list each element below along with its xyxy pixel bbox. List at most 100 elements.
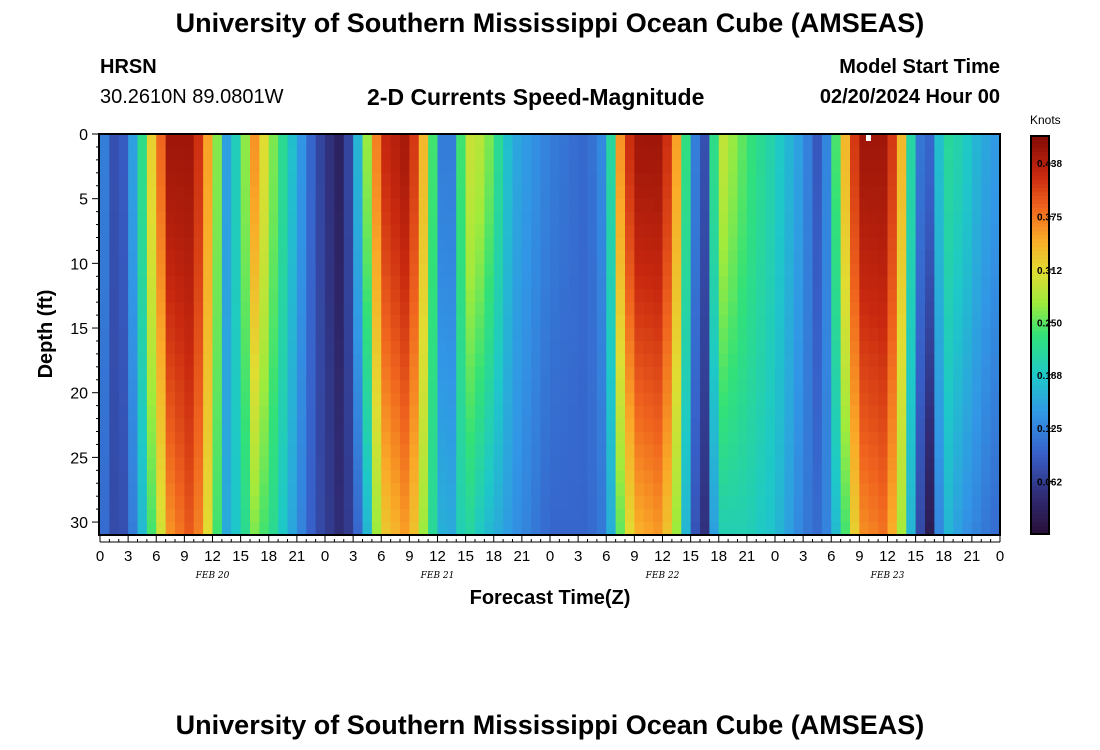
- colorbar-segment: [1031, 171, 1049, 177]
- heatmap-cell: [915, 340, 926, 355]
- heatmap-cell: [756, 353, 767, 368]
- heatmap-cell: [137, 353, 148, 368]
- heatmap-cell: [146, 496, 157, 510]
- heatmap-cell: [962, 431, 973, 446]
- heatmap-cell: [400, 263, 410, 277]
- heatmap-cell: [981, 366, 992, 381]
- heatmap-cell: [137, 483, 148, 497]
- heatmap-cell: [231, 146, 242, 161]
- heatmap-cell: [859, 159, 870, 174]
- heatmap-cell: [456, 522, 467, 536]
- heatmap-cell: [934, 263, 945, 277]
- heatmap-cell: [503, 185, 514, 200]
- heatmap-cell: [662, 198, 673, 213]
- heatmap-cell: [821, 289, 832, 303]
- heatmap-cell: [503, 379, 514, 394]
- heatmap-cell: [709, 328, 720, 342]
- heatmap-cell: [109, 328, 120, 342]
- heatmap-cell: [784, 134, 795, 148]
- heatmap-cell: [418, 263, 429, 277]
- heatmap-cell: [662, 328, 673, 342]
- heatmap-cell: [831, 353, 842, 368]
- heatmap-cell: [428, 289, 439, 303]
- heatmap-cell: [493, 211, 504, 226]
- heatmap-cell: [353, 237, 364, 252]
- heatmap-cell: [887, 237, 898, 252]
- heatmap-cell: [259, 444, 270, 458]
- heatmap-cell: [353, 379, 364, 394]
- heatmap-cell: [803, 379, 814, 394]
- heatmap-cell: [718, 276, 729, 290]
- heatmap-cell: [868, 172, 879, 187]
- heatmap-cell: [456, 340, 467, 355]
- heatmap-cell: [718, 366, 729, 381]
- heatmap-cell: [671, 134, 682, 148]
- heatmap-cell: [371, 263, 382, 277]
- heatmap-cell: [662, 379, 673, 394]
- heatmap-cell: [803, 496, 814, 510]
- heatmap-cell: [765, 366, 776, 381]
- heatmap-cell: [925, 522, 935, 536]
- heatmap-cell: [437, 431, 448, 446]
- heatmap-cell: [231, 405, 242, 420]
- heatmap-cell: [278, 172, 289, 187]
- heatmap-cell: [128, 353, 139, 368]
- heatmap-cell: [259, 366, 270, 381]
- heatmap-cell: [728, 457, 739, 471]
- heatmap-cell: [325, 302, 335, 316]
- heatmap-cell: [906, 172, 917, 187]
- heatmap-cell: [409, 146, 420, 161]
- heatmap-cell: [287, 340, 298, 355]
- heatmap-cell: [915, 172, 926, 187]
- heatmap-cell: [100, 444, 110, 458]
- colorbar-segment: [1031, 506, 1049, 511]
- heatmap-cell: [859, 470, 870, 484]
- heatmap-cell: [250, 134, 260, 148]
- heatmap-cell: [634, 302, 645, 316]
- heatmap-cell: [971, 263, 982, 277]
- heatmap-cell: [175, 315, 185, 329]
- heatmap-cell: [765, 431, 776, 446]
- heatmap-cell: [840, 185, 851, 200]
- heatmap-cell: [878, 276, 889, 290]
- heatmap-cell: [137, 340, 148, 355]
- heatmap-cell: [737, 457, 748, 471]
- heatmap-cell: [381, 328, 392, 342]
- heatmap-cell: [390, 198, 401, 213]
- heatmap-cell: [484, 457, 495, 471]
- heatmap-cell: [175, 418, 185, 433]
- heatmap-cell: [250, 366, 260, 381]
- heatmap-cell: [756, 185, 767, 200]
- heatmap-cell: [840, 457, 851, 471]
- heatmap-cell: [456, 237, 467, 252]
- heatmap-cell: [240, 289, 251, 303]
- heatmap-cell: [690, 134, 701, 148]
- colorbar-segment: [1031, 450, 1049, 455]
- colorbar-segment: [1031, 263, 1049, 268]
- heatmap-cell: [343, 392, 354, 407]
- heatmap-cell: [175, 198, 185, 213]
- heatmap-cell: [165, 328, 176, 342]
- heatmap-cell: [962, 198, 973, 213]
- colorbar-segment: [1031, 255, 1049, 260]
- heatmap-cell: [493, 224, 504, 239]
- heatmap-cell: [296, 276, 307, 290]
- heatmap-cell: [409, 340, 420, 355]
- heatmap-cell: [653, 470, 664, 484]
- heatmap-cell: [165, 263, 176, 277]
- heatmap-cell: [962, 211, 973, 226]
- heatmap-cell: [700, 224, 710, 239]
- heatmap-cell: [203, 134, 214, 148]
- heatmap-cell: [821, 302, 832, 316]
- heatmap-cell: [475, 159, 485, 174]
- heatmap-cell: [165, 276, 176, 290]
- heatmap-cell: [700, 405, 710, 420]
- colorbar-segment: [1031, 175, 1049, 181]
- heatmap-cell: [512, 276, 523, 290]
- heatmap-cell: [709, 263, 720, 277]
- heatmap-cell: [437, 405, 448, 420]
- heatmap-cell: [381, 353, 392, 368]
- heatmap-cell: [193, 392, 204, 407]
- heatmap-cell: [484, 263, 495, 277]
- heatmap-cell: [503, 134, 514, 148]
